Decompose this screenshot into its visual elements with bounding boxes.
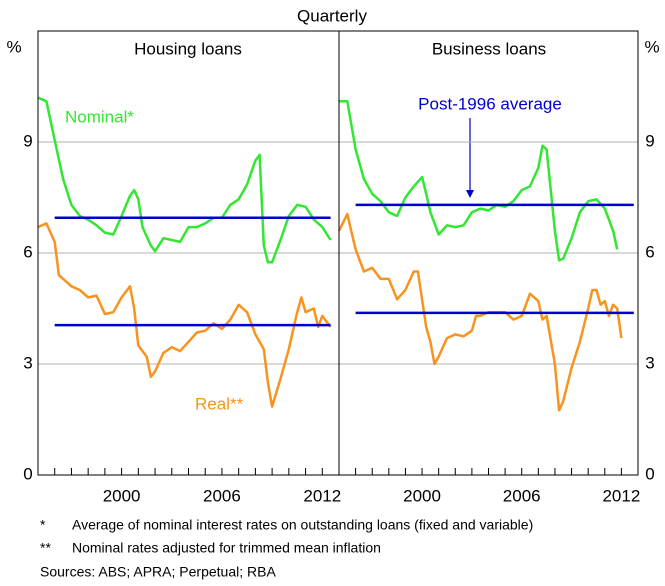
- y-tick-label: 0: [645, 464, 654, 483]
- series-line: [37, 96, 332, 264]
- note-marker: *: [40, 517, 46, 533]
- panel-frame: [338, 30, 639, 476]
- x-tick-label: 2006: [503, 486, 541, 505]
- series-label: Nominal*: [65, 107, 134, 126]
- y-axis-label: %: [6, 37, 21, 56]
- y-tick-label: 9: [23, 131, 32, 150]
- y-tick-label: 3: [645, 353, 654, 372]
- chart-title: Quarterly: [297, 6, 367, 25]
- y-tick-label: 6: [645, 242, 654, 261]
- series-line: [37, 222, 332, 408]
- y-tick-label: 9: [645, 131, 654, 150]
- panel-title: Housing loans: [134, 39, 242, 58]
- y-tick-label: 6: [23, 242, 32, 261]
- annotation: Post-1996 average: [418, 94, 562, 113]
- x-tick-label: 2012: [303, 486, 341, 505]
- note-text: Nominal rates adjusted for trimmed mean …: [72, 540, 381, 556]
- sources: Sources: ABS; APRA; Perpetual; RBA: [40, 564, 276, 580]
- y-tick-label: 0: [23, 464, 32, 483]
- x-tick-label: 2000: [403, 486, 441, 505]
- x-tick-label: 2000: [103, 486, 141, 505]
- y-axis-label: %: [644, 37, 659, 56]
- series-line: [339, 100, 619, 262]
- x-tick-label: 2012: [602, 486, 640, 505]
- series-label: Real**: [195, 394, 244, 413]
- y-tick-label: 3: [23, 353, 32, 372]
- x-tick-label: 2006: [203, 486, 241, 505]
- note-marker: **: [40, 540, 51, 556]
- annotation-arrowhead: [466, 190, 474, 198]
- panel-title: Business loans: [432, 39, 546, 58]
- note-text: Average of nominal interest rates on out…: [72, 517, 533, 533]
